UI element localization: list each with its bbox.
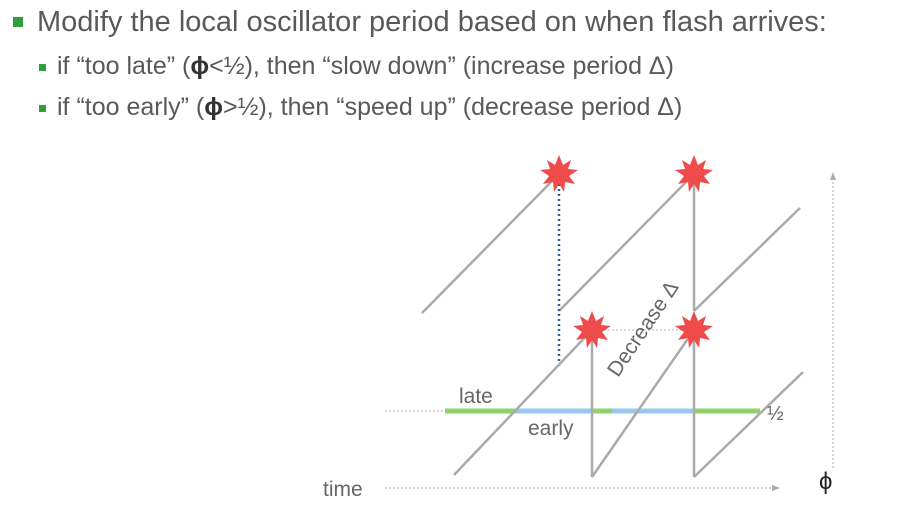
phi-axis-arrow-icon: [830, 172, 836, 180]
sub-bullet-marker: [39, 64, 46, 71]
sub-bullet-marker: [39, 105, 46, 112]
upper-ramp-3: [693, 207, 801, 312]
time-label: time: [323, 478, 363, 501]
sub-bullet-too-early-prefix: if “too early” (: [57, 93, 205, 121]
lower-ramp-2: [590, 329, 696, 478]
flash-star: [675, 155, 713, 192]
upper-ramp-1: [421, 173, 560, 314]
lower-sawtooth: [453, 329, 804, 478]
flash-star: [675, 311, 713, 348]
phi-symbol: ϕ: [204, 93, 224, 121]
bullet-marker: [13, 17, 23, 27]
half-label: ½: [767, 403, 784, 425]
sub-bullet-too-early-suffix: >½), then “speed up” (decrease period Δ): [223, 93, 683, 121]
flash-star: [573, 311, 611, 348]
lower-ramp-1: [453, 329, 593, 476]
late-label: late: [459, 385, 493, 408]
sub-bullet-too-late: if “too late” (ϕ<½), then “slow down” (i…: [57, 52, 674, 81]
upper-ramp-2: [558, 173, 695, 312]
sub-bullet-too-late-suffix: <½), then “slow down” (increase period Δ…: [209, 52, 674, 80]
phi-axis-label: ϕ: [819, 468, 832, 495]
lower-ramp-3: [693, 371, 804, 478]
early-label: early: [528, 417, 574, 440]
time-axis-arrow-icon: [772, 485, 780, 491]
phi-symbol: ϕ: [190, 52, 210, 80]
decrease-delta-label: Decrease Δ: [603, 277, 683, 381]
upper-sawtooth: [421, 173, 801, 314]
flash-star: [540, 155, 578, 192]
sub-bullet-too-early: if “too early” (ϕ>½), then “speed up” (d…: [57, 93, 682, 122]
bullet-main: Modify the local oscillator period based…: [37, 6, 827, 38]
sub-bullet-too-late-prefix: if “too late” (: [57, 52, 191, 80]
flash-markers: [540, 155, 713, 348]
